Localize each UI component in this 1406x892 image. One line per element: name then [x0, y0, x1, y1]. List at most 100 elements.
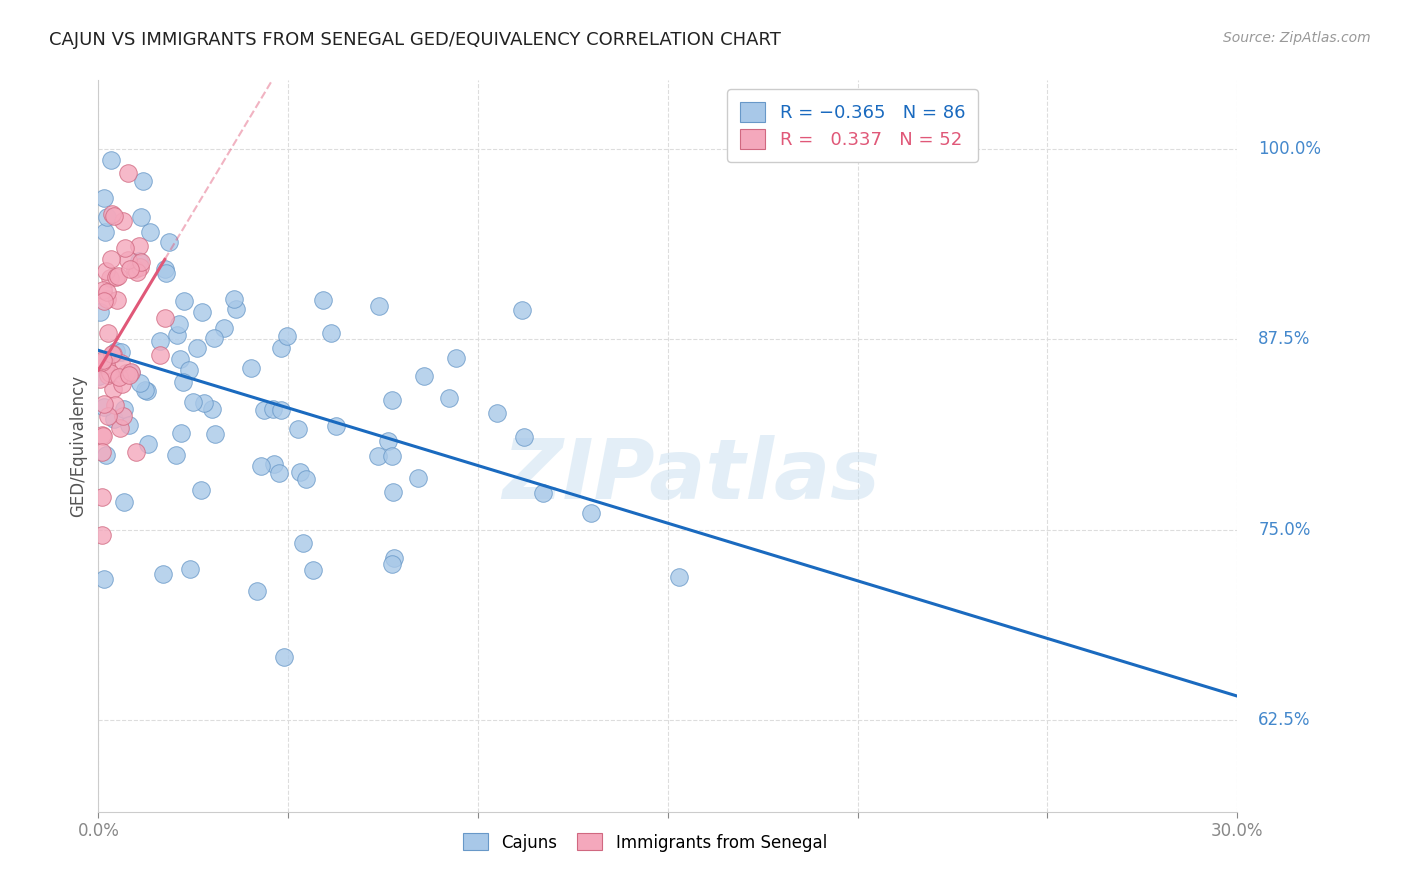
Point: [408, 471, 430, 485]
Point: [100, 252, 122, 267]
Text: 62.5%: 62.5%: [1258, 711, 1310, 730]
Point: [105, 293, 128, 308]
Point: [167, 318, 190, 332]
Point: [302, 563, 325, 577]
Point: [103, 398, 125, 412]
Point: [118, 368, 141, 382]
Point: [292, 535, 315, 549]
Point: [368, 299, 391, 313]
Point: [202, 331, 225, 345]
Point: [91, 427, 114, 442]
Point: [138, 437, 160, 451]
Point: [381, 392, 404, 407]
Point: [531, 486, 554, 500]
Point: [249, 459, 271, 474]
Point: [101, 382, 124, 396]
Point: [115, 366, 138, 380]
Point: [101, 207, 124, 221]
Point: [96, 285, 118, 299]
Point: [111, 377, 134, 392]
Point: [225, 302, 247, 317]
Point: [124, 262, 146, 277]
Text: Source: ZipAtlas.com: Source: ZipAtlas.com: [1223, 31, 1371, 45]
Point: [193, 396, 215, 410]
Point: [105, 343, 128, 358]
Point: [93, 400, 115, 414]
Point: [103, 412, 125, 426]
Point: [273, 649, 295, 664]
Point: [190, 483, 212, 498]
Point: [157, 235, 180, 249]
Point: [170, 425, 193, 440]
Point: [155, 267, 177, 281]
Point: [239, 360, 262, 375]
Point: [165, 448, 187, 462]
Point: [93, 191, 115, 205]
Point: [381, 557, 404, 571]
Point: [367, 449, 389, 463]
Point: [93, 293, 115, 308]
Point: [204, 426, 226, 441]
Point: [96, 292, 118, 306]
Point: [381, 485, 404, 500]
Point: [486, 406, 509, 420]
Point: [129, 260, 152, 275]
Point: [153, 310, 176, 325]
Point: [169, 351, 191, 366]
Point: [149, 334, 172, 348]
Legend: Cajuns, Immigrants from Senegal: Cajuns, Immigrants from Senegal: [457, 827, 834, 858]
Point: [93, 397, 115, 411]
Point: [120, 367, 142, 381]
Point: [91, 445, 114, 459]
Point: [94, 358, 117, 372]
Point: [129, 255, 152, 269]
Point: [377, 434, 399, 449]
Point: [91, 528, 114, 542]
Point: [172, 375, 194, 389]
Point: [100, 153, 122, 167]
Point: [139, 225, 162, 239]
Point: [579, 506, 602, 520]
Point: [246, 583, 269, 598]
Text: 75.0%: 75.0%: [1258, 521, 1310, 539]
Point: [128, 239, 150, 253]
Point: [103, 209, 125, 223]
Point: [97, 368, 120, 383]
Point: [112, 214, 135, 228]
Point: [96, 210, 118, 224]
Point: [439, 391, 461, 405]
Point: [107, 268, 129, 283]
Text: 100.0%: 100.0%: [1258, 140, 1322, 158]
Point: [97, 409, 120, 423]
Point: [201, 401, 224, 416]
Point: [108, 421, 131, 435]
Point: [668, 569, 690, 583]
Point: [112, 402, 135, 417]
Point: [212, 320, 235, 334]
Y-axis label: GED/Equivalency: GED/Equivalency: [69, 375, 87, 517]
Point: [132, 174, 155, 188]
Point: [179, 363, 201, 377]
Point: [108, 370, 131, 384]
Point: [97, 363, 120, 377]
Point: [89, 369, 111, 384]
Point: [101, 347, 124, 361]
Point: [321, 326, 343, 340]
Point: [152, 567, 174, 582]
Point: [252, 403, 274, 417]
Point: [183, 394, 205, 409]
Point: [270, 402, 292, 417]
Point: [191, 305, 214, 319]
Point: [129, 376, 152, 391]
Point: [93, 572, 115, 586]
Point: [91, 490, 114, 504]
Point: [294, 472, 316, 486]
Point: [94, 225, 117, 239]
Point: [270, 341, 292, 355]
Point: [129, 210, 152, 224]
Point: [263, 457, 285, 471]
Point: [114, 241, 136, 255]
Point: [110, 344, 132, 359]
Point: [149, 347, 172, 361]
Point: [120, 365, 142, 379]
